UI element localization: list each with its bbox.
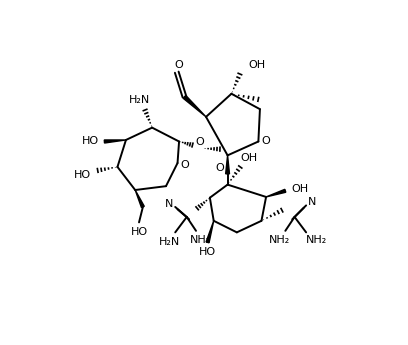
- Text: OH: OH: [241, 153, 258, 163]
- Polygon shape: [104, 140, 126, 143]
- Polygon shape: [183, 96, 206, 117]
- Text: NH₂: NH₂: [268, 235, 290, 245]
- Text: HO: HO: [82, 137, 99, 147]
- Text: H₂N: H₂N: [129, 95, 151, 105]
- Text: O: O: [261, 137, 270, 147]
- Polygon shape: [226, 155, 230, 174]
- Text: O: O: [195, 137, 204, 147]
- Text: N: N: [308, 197, 317, 207]
- Text: HO: HO: [131, 227, 148, 237]
- Text: OH: OH: [291, 184, 308, 194]
- Text: OH: OH: [248, 59, 266, 69]
- Text: NH₂: NH₂: [190, 235, 211, 245]
- Text: N: N: [165, 199, 173, 209]
- Polygon shape: [266, 189, 286, 197]
- Text: NH₂: NH₂: [306, 235, 327, 245]
- Text: HO: HO: [199, 247, 216, 257]
- Text: H₂N: H₂N: [159, 237, 180, 247]
- Text: O: O: [215, 163, 224, 173]
- Text: HO: HO: [73, 170, 91, 180]
- Polygon shape: [206, 221, 214, 243]
- Text: O: O: [174, 59, 183, 69]
- Text: O: O: [180, 160, 189, 170]
- Polygon shape: [135, 190, 144, 208]
